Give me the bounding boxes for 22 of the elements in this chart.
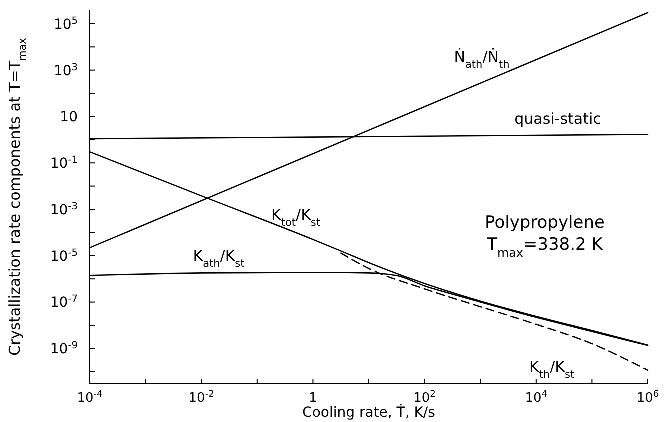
series-label: K$_{th}$/K$_{st}$ — [529, 358, 575, 381]
x-tick-label: 10$^{4}$ — [525, 390, 548, 406]
y-tick-label: 10$^{-1}$ — [50, 154, 78, 172]
annotation: T$_{max}$=338.2 K — [486, 235, 604, 260]
y-tick-label: 10$^{-7}$ — [50, 294, 78, 312]
x-tick-label: 10$^{2}$ — [414, 390, 436, 406]
x-tick-label: 10$^{6}$ — [636, 390, 660, 406]
x-tick-label: 1 — [309, 391, 318, 406]
series-label: K$_{ath}$/K$_{st}$ — [193, 247, 245, 270]
y-tick-label: 10$^{3}$ — [54, 62, 78, 80]
y-tick-label: 10$^{-3}$ — [50, 200, 78, 218]
x-tick-label: 10$^{-2}$ — [188, 390, 214, 406]
y-tick-label: 10$^{-5}$ — [50, 247, 78, 265]
series-label: Ṅ$_{ath}$/Ṅ$_{th}$ — [454, 48, 510, 71]
x-axis-title: Cooling rate, Ṫ, K/s — [302, 404, 436, 421]
x-tick-label: 10$^{-4}$ — [77, 390, 104, 406]
y-tick-label: 10 — [60, 110, 78, 126]
y-tick-label: 10$^{-9}$ — [50, 340, 78, 358]
y-tick-label: 10$^{5}$ — [54, 15, 78, 33]
series-label: K$_{tot}$/K$_{st}$ — [272, 206, 320, 229]
series-label: quasi-static — [514, 110, 602, 128]
annotation: Polypropylene — [485, 213, 605, 233]
